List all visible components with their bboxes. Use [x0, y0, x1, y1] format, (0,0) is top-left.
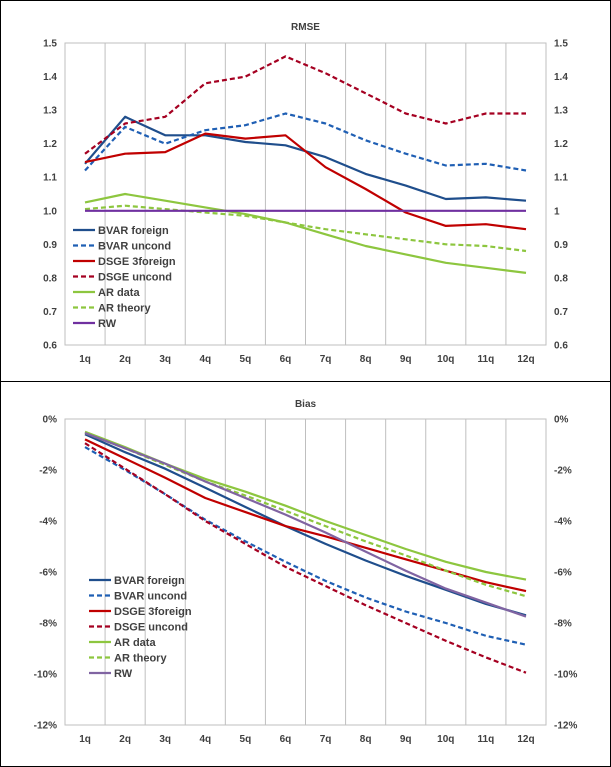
series-line-ar-theory — [84, 431, 527, 598]
series-line-dsge-uncond — [84, 55, 526, 155]
x-tick-label: 4q — [199, 354, 211, 365]
y-tick-label-left: 1.1 — [43, 173, 57, 184]
legend-label: RW — [98, 318, 117, 330]
series-line-ar-data — [84, 192, 527, 274]
x-tick-label: 5q — [240, 354, 252, 365]
bias-chart: -12% -12% -10% -10% -8% -8% -6% -6% -4% -4% -2% -2%… — [34, 399, 578, 745]
x-tick-label: 12q — [517, 354, 534, 365]
y-tick-label-left: 1.2 — [43, 139, 57, 150]
y-tick-label-left: -2% — [39, 466, 57, 477]
y-tick-label-left: 0% — [43, 415, 58, 426]
x-tick-label: 1q — [79, 354, 91, 365]
y-tick-label-right: 0.7 — [554, 307, 568, 318]
legend-label: DSGE 3foreign — [98, 256, 176, 268]
y-tick-label-right: -4% — [554, 517, 572, 528]
series-line-bvar-uncond — [84, 112, 527, 172]
y-tick-label-right: -12% — [554, 721, 577, 732]
y-tick-label-left: 0.9 — [43, 240, 57, 251]
rmse-chart-panel: 0.6 0.6 0.7 0.7 0.8 0.8 0.9 0.9 1.0 1 1.1 1.1 1.2 1.2… — [0, 0, 611, 382]
legend-label: AR theory — [98, 303, 151, 315]
y-tick-label-right: 1.5 — [554, 39, 568, 50]
x-tick-label: 1q — [79, 734, 91, 745]
x-tick-label: 9q — [400, 354, 412, 365]
y-tick-label-left: 0.6 — [43, 341, 57, 352]
y-tick-label-left: 1.4 — [43, 72, 57, 83]
x-tick-label: 10q — [437, 354, 454, 365]
y-tick-label-right: 0.6 — [554, 341, 568, 352]
x-tick-label: 8q — [360, 734, 372, 745]
legend-label: DSGE uncond — [114, 622, 188, 634]
y-tick-label-left: 1.0 — [43, 206, 57, 217]
series-line-dsge-uncond — [84, 442, 527, 674]
legend-label: AR theory — [114, 653, 167, 665]
legend-label: AR data — [114, 637, 156, 649]
chart-title: Bias — [295, 399, 317, 410]
x-tick-label: 11q — [478, 734, 495, 745]
x-tick-label: 11q — [478, 354, 495, 365]
series-line-dsge-3foreign — [84, 132, 527, 231]
x-tick-label: 4q — [199, 734, 211, 745]
y-tick-label-right: 0.9 — [554, 240, 568, 251]
x-tick-label: 6q — [280, 734, 292, 745]
y-tick-label-right: -2% — [554, 466, 572, 477]
series-line-rw — [84, 431, 527, 618]
y-tick-label-right: 0.8 — [554, 273, 568, 284]
legend-label: BVAR foreign — [114, 575, 185, 587]
legend-label: DSGE 3foreign — [114, 606, 192, 618]
legend-label: RW — [114, 668, 133, 680]
x-tick-label: 2q — [119, 734, 131, 745]
y-tick-label-left: 1.3 — [43, 106, 57, 117]
y-tick-label-right: 0% — [554, 415, 569, 426]
x-tick-label: 3q — [159, 734, 171, 745]
y-tick-label-right: -10% — [554, 670, 577, 681]
x-tick-label: 2q — [119, 354, 131, 365]
x-tick-label: 8q — [360, 354, 372, 365]
x-tick-label: 6q — [280, 354, 292, 365]
legend-label: AR data — [98, 287, 140, 299]
x-tick-label: 12q — [517, 734, 534, 745]
y-tick-label-right: 1.2 — [554, 139, 568, 150]
legend-label: BVAR uncond — [114, 591, 187, 603]
x-tick-label: 3q — [159, 354, 171, 365]
series-line-bvar-foreign — [84, 433, 527, 617]
y-tick-label-left: -12% — [34, 721, 57, 732]
y-tick-label-left: -8% — [39, 619, 57, 630]
bias-chart-panel: -12% -12% -10% -10% -8% -8% -6% -6% -4% -4% -2% -2%… — [0, 381, 611, 767]
y-tick-label-left: 0.7 — [43, 307, 57, 318]
y-tick-label-right: -6% — [554, 568, 572, 579]
legend-label: BVAR foreign — [98, 225, 169, 237]
series-line-bvar-uncond — [84, 446, 527, 646]
y-tick-label-left: -4% — [39, 517, 57, 528]
x-tick-label: 10q — [437, 734, 454, 745]
rmse-chart: 0.6 0.6 0.7 0.7 0.8 0.8 0.9 0.9 1.0 1 1.1 1.1 1.2 1.2… — [43, 22, 568, 365]
y-tick-label-right: 1 — [554, 206, 560, 217]
y-tick-label-left: 0.8 — [43, 273, 57, 284]
y-tick-label-left: 1.5 — [43, 39, 57, 50]
x-tick-label: 7q — [320, 354, 332, 365]
y-tick-label-left: -6% — [39, 568, 57, 579]
x-tick-label: 9q — [400, 734, 412, 745]
x-tick-label: 5q — [240, 734, 252, 745]
y-tick-label-right: 1.1 — [554, 173, 568, 184]
x-tick-label: 7q — [320, 734, 332, 745]
chart-title: RMSE — [291, 22, 320, 33]
y-tick-label-right: -8% — [554, 619, 572, 630]
legend-label: BVAR uncond — [98, 241, 171, 253]
y-tick-label-right: 1.3 — [554, 106, 568, 117]
legend-label: DSGE uncond — [98, 272, 172, 284]
series-line-ar-theory — [84, 204, 527, 253]
y-tick-label-right: 1.4 — [554, 72, 568, 83]
y-tick-label-left: -10% — [34, 670, 57, 681]
